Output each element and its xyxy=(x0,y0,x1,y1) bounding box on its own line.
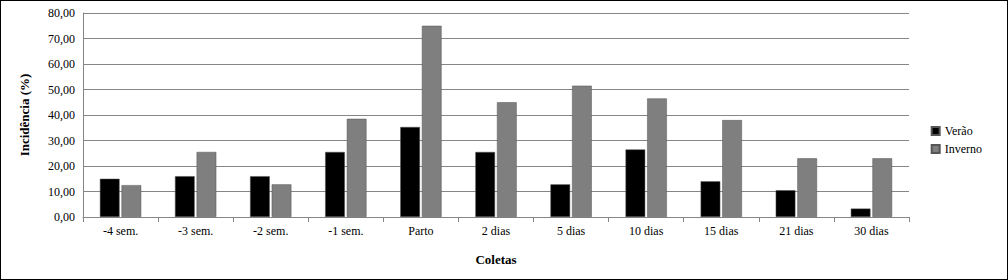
svg-text:Inverno: Inverno xyxy=(945,142,982,156)
svg-text:70,00: 70,00 xyxy=(48,32,75,46)
svg-text:30 dias: 30 dias xyxy=(854,224,889,238)
svg-text:5 dias: 5 dias xyxy=(557,224,586,238)
svg-text:40,00: 40,00 xyxy=(48,108,75,122)
svg-text:20,00: 20,00 xyxy=(48,159,75,173)
svg-text:21 dias: 21 dias xyxy=(779,224,814,238)
svg-text:10,00: 10,00 xyxy=(48,185,75,199)
svg-text:10 dias: 10 dias xyxy=(629,224,664,238)
svg-text:80,00: 80,00 xyxy=(48,6,75,20)
svg-text:-3 sem.: -3 sem. xyxy=(178,224,213,238)
svg-text:-2 sem.: -2 sem. xyxy=(253,224,288,238)
svg-text:15 dias: 15 dias xyxy=(704,224,739,238)
svg-text:Parto: Parto xyxy=(408,224,433,238)
svg-text:0,00: 0,00 xyxy=(54,210,75,224)
svg-text:2 dias: 2 dias xyxy=(482,224,511,238)
svg-text:Incidência (%): Incidência (%) xyxy=(17,74,32,157)
svg-text:-4 sem.: -4 sem. xyxy=(103,224,138,238)
svg-text:Coletas: Coletas xyxy=(475,252,516,267)
svg-text:Verão: Verão xyxy=(945,124,973,138)
svg-text:60,00: 60,00 xyxy=(48,57,75,71)
svg-text:50,00: 50,00 xyxy=(48,83,75,97)
svg-text:-1 sem.: -1 sem. xyxy=(328,224,363,238)
svg-text:30,00: 30,00 xyxy=(48,134,75,148)
